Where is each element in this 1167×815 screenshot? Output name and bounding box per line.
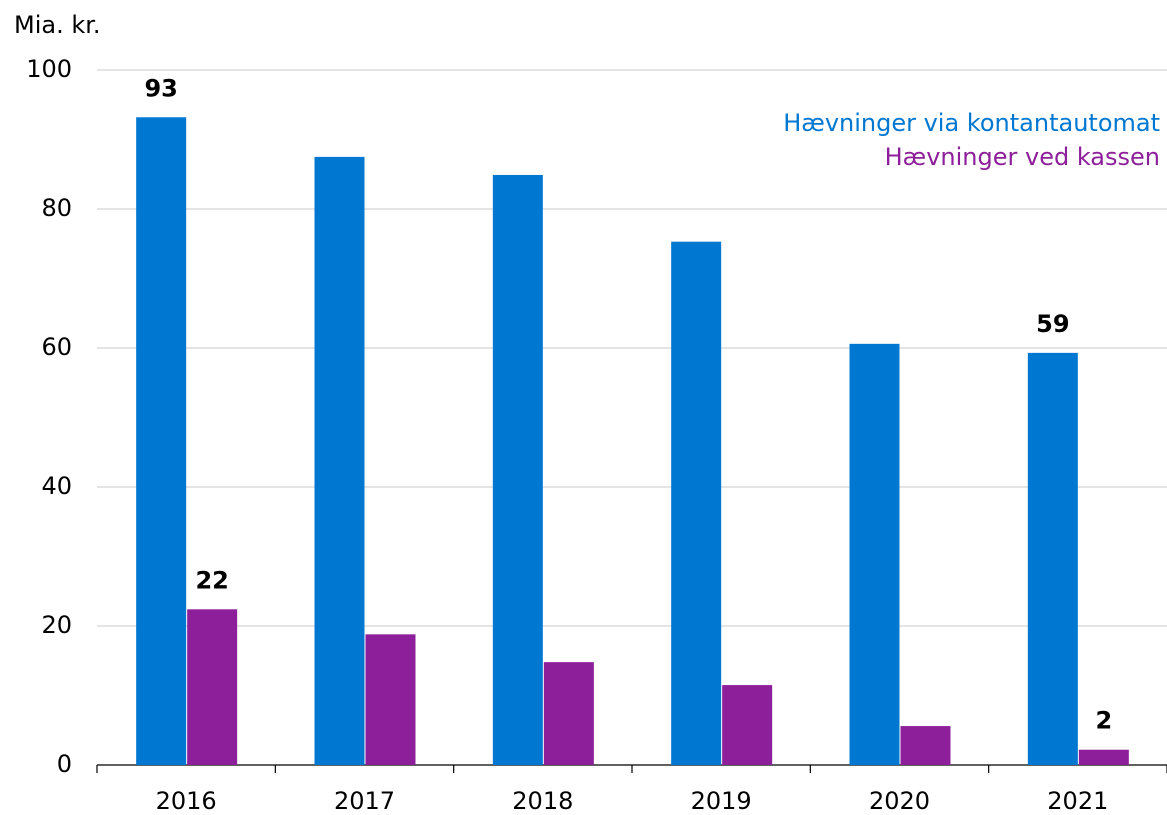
x-tick-label: 2018 [512,787,573,815]
bar [365,634,416,765]
legend-entry: Hævninger via kontantautomat [783,109,1160,137]
data-label: 2 [1095,707,1112,735]
bar [849,343,900,765]
x-tick-label: 2017 [334,787,395,815]
data-label: 59 [1036,310,1069,338]
bar [900,726,951,765]
bar [187,609,238,765]
y-tick-label: 20 [41,611,72,639]
y-tick-label: 100 [26,55,72,83]
y-axis-label: Mia. kr. [14,11,101,39]
bar [543,662,594,765]
legend-entry: Hævninger ved kassen [885,143,1160,171]
x-tick-label: 2021 [1047,787,1108,815]
x-tick-label: 2019 [691,787,752,815]
bar [136,117,187,765]
data-label: 22 [195,566,228,594]
bar [722,685,773,765]
bar [492,174,543,765]
y-tick-label: 40 [41,472,72,500]
y-tick-label: 0 [57,750,72,778]
bar [1027,352,1078,765]
y-tick-label: 80 [41,194,72,222]
bar [671,241,722,766]
y-tick-label: 60 [41,333,72,361]
x-tick-label: 2020 [869,787,930,815]
x-tick-label: 2016 [156,787,217,815]
bar [1078,749,1129,765]
bar [314,156,365,765]
data-label: 93 [144,74,177,102]
